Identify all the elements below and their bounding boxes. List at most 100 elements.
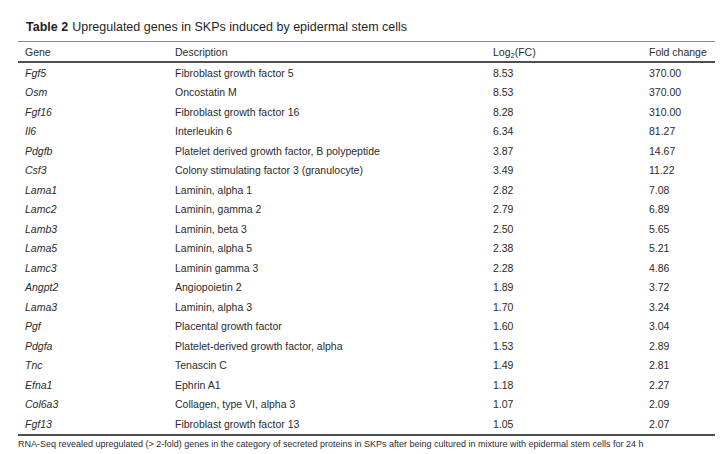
table-row: Csf3Colony stimulating factor 3 (granulo… (18, 161, 715, 181)
table-row: Il6Interleukin 66.3481.27 (18, 122, 715, 142)
table-row: OsmOncostatin M8.53370.00 (18, 83, 715, 103)
paper-table-figure: Table 2 Upregulated genes in SKPs induced… (0, 0, 720, 454)
gene-cell: Tnc (18, 356, 175, 376)
fold-change-cell: 4.86 (649, 258, 715, 278)
log2fc-cell: 2.79 (493, 200, 649, 220)
description-cell: Ephrin A1 (175, 375, 493, 395)
description-cell: Fibroblast growth factor 5 (175, 62, 493, 83)
log2fc-cell: 8.53 (493, 83, 649, 103)
fold-change-cell: 3.24 (649, 297, 715, 317)
fold-change-cell: 2.27 (649, 375, 715, 395)
description-cell: Fibroblast growth factor 13 (175, 414, 493, 435)
gene-cell: Angpt2 (18, 278, 175, 298)
fold-change-cell: 310.00 (649, 102, 715, 122)
log2fc-cell: 2.38 (493, 239, 649, 259)
fold-change-cell: 370.00 (649, 62, 715, 83)
log2fc-cell: 2.82 (493, 180, 649, 200)
upregulated-genes-table: Gene Description Log2(FC) Fold change Fg… (18, 41, 715, 436)
gene-cell: Il6 (18, 122, 175, 142)
table-row: Angpt2Angiopoietin 21.893.72 (18, 278, 715, 298)
col-header-fold-change: Fold change (649, 42, 715, 63)
fold-change-cell: 2.89 (649, 336, 715, 356)
fold-change-cell: 11.22 (649, 161, 715, 181)
table-row: Lama5Laminin, alpha 52.385.21 (18, 239, 715, 259)
description-cell: Laminin gamma 3 (175, 258, 493, 278)
table-row: Lamc3Laminin gamma 32.284.86 (18, 258, 715, 278)
col-header-log2fc: Log2(FC) (493, 42, 649, 63)
log2fc-cell: 3.49 (493, 161, 649, 181)
gene-cell: Lama3 (18, 297, 175, 317)
gene-cell: Efna1 (18, 375, 175, 395)
description-cell: Oncostatin M (175, 83, 493, 103)
table-row: PdgfbPlatelet derived growth factor, B p… (18, 141, 715, 161)
gene-cell: Pdgfb (18, 141, 175, 161)
fold-change-cell: 5.65 (649, 219, 715, 239)
table-row: Lamc2Laminin, gamma 22.796.89 (18, 200, 715, 220)
table-row: Fgf13Fibroblast growth factor 131.052.07 (18, 414, 715, 435)
log2fc-cell: 1.70 (493, 297, 649, 317)
fold-change-cell: 2.07 (649, 414, 715, 435)
fold-change-cell: 370.00 (649, 83, 715, 103)
table-row: PdgfaPlatelet-derived growth factor, alp… (18, 336, 715, 356)
log2fc-cell: 1.53 (493, 336, 649, 356)
table-row: Lama3Laminin, alpha 31.703.24 (18, 297, 715, 317)
fold-change-cell: 14.67 (649, 141, 715, 161)
table-row: Lamb3Laminin, beta 32.505.65 (18, 219, 715, 239)
table-row: Fgf5Fibroblast growth factor 58.53370.00 (18, 62, 715, 83)
table-title: Upregulated genes in SKPs induced by epi… (72, 20, 407, 34)
fold-change-cell: 2.09 (649, 395, 715, 415)
fold-change-cell: 2.81 (649, 356, 715, 376)
table-row: Col6a3Collagen, type VI, alpha 31.072.09 (18, 395, 715, 415)
gene-cell: Osm (18, 83, 175, 103)
description-cell: Interleukin 6 (175, 122, 493, 142)
gene-cell: Lamb3 (18, 219, 175, 239)
gene-cell: Lamc2 (18, 200, 175, 220)
log2fc-suffix: (FC) (515, 46, 536, 58)
description-cell: Collagen, type VI, alpha 3 (175, 395, 493, 415)
description-cell: Platelet-derived growth factor, alpha (175, 336, 493, 356)
fold-change-cell: 6.89 (649, 200, 715, 220)
description-cell: Tenascin C (175, 356, 493, 376)
log2fc-cell: 1.89 (493, 278, 649, 298)
gene-cell: Fgf5 (18, 62, 175, 83)
gene-cell: Fgf16 (18, 102, 175, 122)
description-cell: Angiopoietin 2 (175, 278, 493, 298)
description-cell: Laminin, alpha 3 (175, 297, 493, 317)
fold-change-cell: 7.08 (649, 180, 715, 200)
description-cell: Fibroblast growth factor 16 (175, 102, 493, 122)
log2fc-cell: 8.28 (493, 102, 649, 122)
log2fc-cell: 1.07 (493, 395, 649, 415)
table-row: Fgf16Fibroblast growth factor 168.28310.… (18, 102, 715, 122)
gene-cell: Lama5 (18, 239, 175, 259)
table-row: TncTenascin C1.492.81 (18, 356, 715, 376)
gene-cell: Csf3 (18, 161, 175, 181)
fold-change-cell: 3.04 (649, 317, 715, 337)
table-body: Fgf5Fibroblast growth factor 58.53370.00… (18, 62, 715, 435)
gene-cell: Col6a3 (18, 395, 175, 415)
log2fc-cell: 1.49 (493, 356, 649, 376)
log2fc-cell: 2.50 (493, 219, 649, 239)
gene-cell: Pdgfa (18, 336, 175, 356)
table-caption: Table 2 Upregulated genes in SKPs induced… (26, 20, 407, 35)
table-footnote: RNA-Seq revealed upregulated (> 2-fold) … (18, 439, 713, 450)
log2fc-cell: 2.28 (493, 258, 649, 278)
log2fc-cell: 6.34 (493, 122, 649, 142)
log2fc-cell: 1.60 (493, 317, 649, 337)
table-header: Gene Description Log2(FC) Fold change (18, 42, 715, 63)
log2fc-prefix: Log (493, 46, 511, 58)
description-cell: Laminin, beta 3 (175, 219, 493, 239)
description-cell: Placental growth factor (175, 317, 493, 337)
col-header-description: Description (175, 42, 493, 63)
description-cell: Colony stimulating factor 3 (granulocyte… (175, 161, 493, 181)
table-row: Efna1Ephrin A11.182.27 (18, 375, 715, 395)
log2fc-cell: 8.53 (493, 62, 649, 83)
header-row: Gene Description Log2(FC) Fold change (18, 42, 715, 63)
table-row: Lama1Laminin, alpha 12.827.08 (18, 180, 715, 200)
table-label: Table 2 (26, 20, 68, 34)
gene-cell: Pgf (18, 317, 175, 337)
col-header-gene: Gene (18, 42, 175, 63)
description-cell: Laminin, alpha 5 (175, 239, 493, 259)
log2fc-cell: 3.87 (493, 141, 649, 161)
table-row: PgfPlacental growth factor1.603.04 (18, 317, 715, 337)
fold-change-cell: 5.21 (649, 239, 715, 259)
